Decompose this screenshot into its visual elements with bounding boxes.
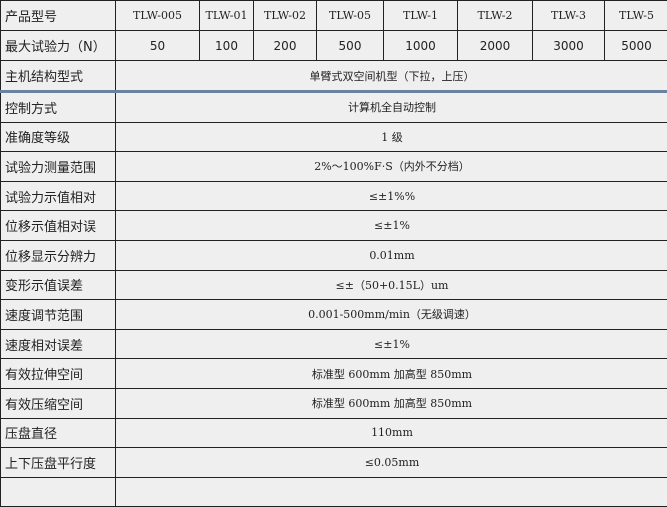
row-value: 110mm — [116, 418, 667, 448]
spec-row: 压盘直径 110mm — [1, 418, 667, 448]
force-cell: 5000 — [605, 31, 667, 61]
row-value: 1 级 — [116, 122, 667, 152]
spec-row: 上下压盘平行度 ≤0.05mm — [1, 448, 667, 478]
spec-row: 速度调节范围 0.001-500mm/min（无级调速） — [1, 300, 667, 330]
row-label: 控制方式 — [1, 92, 116, 123]
row-label: 试验力测量范围 — [1, 152, 116, 182]
force-cell: 100 — [200, 31, 254, 61]
row-label: 试验力示值相对 — [1, 181, 116, 211]
row-label: 有效拉伸空间 — [1, 359, 116, 389]
row-value: ≤±1% — [116, 329, 667, 359]
row-label: 速度相对误差 — [1, 329, 116, 359]
row-value: ≤±1% — [116, 211, 667, 241]
model-cell: TLW-005 — [116, 1, 200, 31]
spec-row: 主机结构型式 单臂式双空间机型（下拉，上压） — [1, 61, 667, 92]
row-value: 0.001-500mm/min（无级调速） — [116, 300, 667, 330]
row-label: 变形示值误差 — [1, 270, 116, 300]
row-value: 2%～100%F·S（内外不分档） — [116, 152, 667, 182]
spec-row-empty — [1, 477, 667, 507]
row-value: ≤±（50+0.15L）um — [116, 270, 667, 300]
row-label — [1, 477, 116, 507]
row-value: 计算机全自动控制 — [116, 92, 667, 123]
spec-row: 准确度等级 1 级 — [1, 122, 667, 152]
force-cell: 50 — [116, 31, 200, 61]
spec-row: 有效压缩空间 标准型 600mm 加高型 850mm — [1, 388, 667, 418]
spec-row: 位移显示分辨力 0.01mm — [1, 240, 667, 270]
force-cell: 1000 — [384, 31, 458, 61]
model-cell: TLW-3 — [533, 1, 605, 31]
row-label: 准确度等级 — [1, 122, 116, 152]
model-cell: TLW-1 — [384, 1, 458, 31]
force-cell: 200 — [254, 31, 317, 61]
row-value: ≤0.05mm — [116, 448, 667, 478]
max-force-row: 最大试验力（N） 50 100 200 500 1000 2000 3000 5… — [1, 31, 667, 61]
row-value: 0.01mm — [116, 240, 667, 270]
model-row: 产品型号 TLW-005 TLW-01 TLW-02 TLW-05 TLW-1 … — [1, 1, 667, 31]
row-label: 位移示值相对误 — [1, 211, 116, 241]
row-label: 有效压缩空间 — [1, 388, 116, 418]
spec-row: 位移示值相对误 ≤±1% — [1, 211, 667, 241]
row-label: 速度调节范围 — [1, 300, 116, 330]
spec-row: 试验力示值相对 ≤±1%% — [1, 181, 667, 211]
row-label: 上下压盘平行度 — [1, 448, 116, 478]
force-cell: 3000 — [533, 31, 605, 61]
row-value: ≤±1%% — [116, 181, 667, 211]
row-label: 压盘直径 — [1, 418, 116, 448]
model-cell: TLW-5 — [605, 1, 667, 31]
model-cell: TLW-2 — [458, 1, 533, 31]
row-label: 最大试验力（N） — [1, 31, 116, 61]
row-value: 单臂式双空间机型（下拉，上压） — [116, 61, 667, 92]
model-cell: TLW-05 — [317, 1, 384, 31]
spec-row: 速度相对误差 ≤±1% — [1, 329, 667, 359]
row-label: 产品型号 — [1, 1, 116, 31]
row-label: 主机结构型式 — [1, 61, 116, 92]
model-cell: TLW-02 — [254, 1, 317, 31]
spec-row: 试验力测量范围 2%～100%F·S（内外不分档） — [1, 152, 667, 182]
spec-row: 控制方式 计算机全自动控制 — [1, 92, 667, 123]
force-cell: 500 — [317, 31, 384, 61]
force-cell: 2000 — [458, 31, 533, 61]
row-value: 标准型 600mm 加高型 850mm — [116, 388, 667, 418]
row-value: 标准型 600mm 加高型 850mm — [116, 359, 667, 389]
model-cell: TLW-01 — [200, 1, 254, 31]
row-value — [116, 477, 667, 507]
spec-row: 变形示值误差 ≤±（50+0.15L）um — [1, 270, 667, 300]
spec-row: 有效拉伸空间 标准型 600mm 加高型 850mm — [1, 359, 667, 389]
row-label: 位移显示分辨力 — [1, 240, 116, 270]
